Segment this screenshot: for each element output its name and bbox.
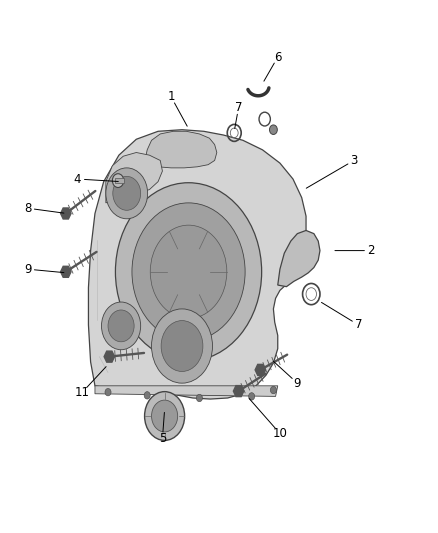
Text: 11: 11	[74, 386, 89, 399]
Circle shape	[132, 203, 245, 341]
Text: 9: 9	[293, 377, 301, 390]
Circle shape	[196, 394, 202, 402]
Text: 6: 6	[274, 51, 282, 63]
Polygon shape	[88, 130, 306, 399]
Polygon shape	[145, 131, 217, 168]
Circle shape	[116, 183, 261, 361]
Text: 1: 1	[167, 90, 175, 103]
Text: 8: 8	[24, 201, 31, 215]
Circle shape	[113, 174, 124, 188]
Circle shape	[106, 168, 148, 219]
Circle shape	[105, 389, 111, 396]
Circle shape	[249, 393, 254, 400]
Circle shape	[145, 392, 185, 440]
Circle shape	[108, 310, 134, 342]
Circle shape	[113, 176, 141, 211]
Polygon shape	[95, 386, 278, 397]
Text: 4: 4	[74, 173, 81, 185]
Circle shape	[152, 309, 212, 383]
Polygon shape	[255, 365, 265, 375]
Circle shape	[102, 302, 141, 350]
Polygon shape	[60, 208, 71, 219]
Polygon shape	[60, 266, 71, 277]
Text: 2: 2	[367, 244, 375, 257]
Text: 7: 7	[354, 318, 362, 332]
Circle shape	[270, 386, 276, 394]
Text: 10: 10	[272, 427, 287, 440]
Polygon shape	[106, 152, 162, 203]
Circle shape	[152, 400, 178, 432]
Circle shape	[269, 125, 277, 134]
Text: 5: 5	[159, 432, 166, 446]
Circle shape	[144, 392, 150, 399]
Text: 7: 7	[235, 101, 242, 114]
Circle shape	[161, 320, 203, 372]
Circle shape	[150, 225, 227, 318]
Polygon shape	[278, 230, 320, 287]
Bar	[115, 178, 124, 183]
Text: 3: 3	[350, 154, 357, 167]
Text: 9: 9	[24, 263, 31, 276]
Polygon shape	[233, 385, 244, 397]
Polygon shape	[104, 351, 115, 362]
